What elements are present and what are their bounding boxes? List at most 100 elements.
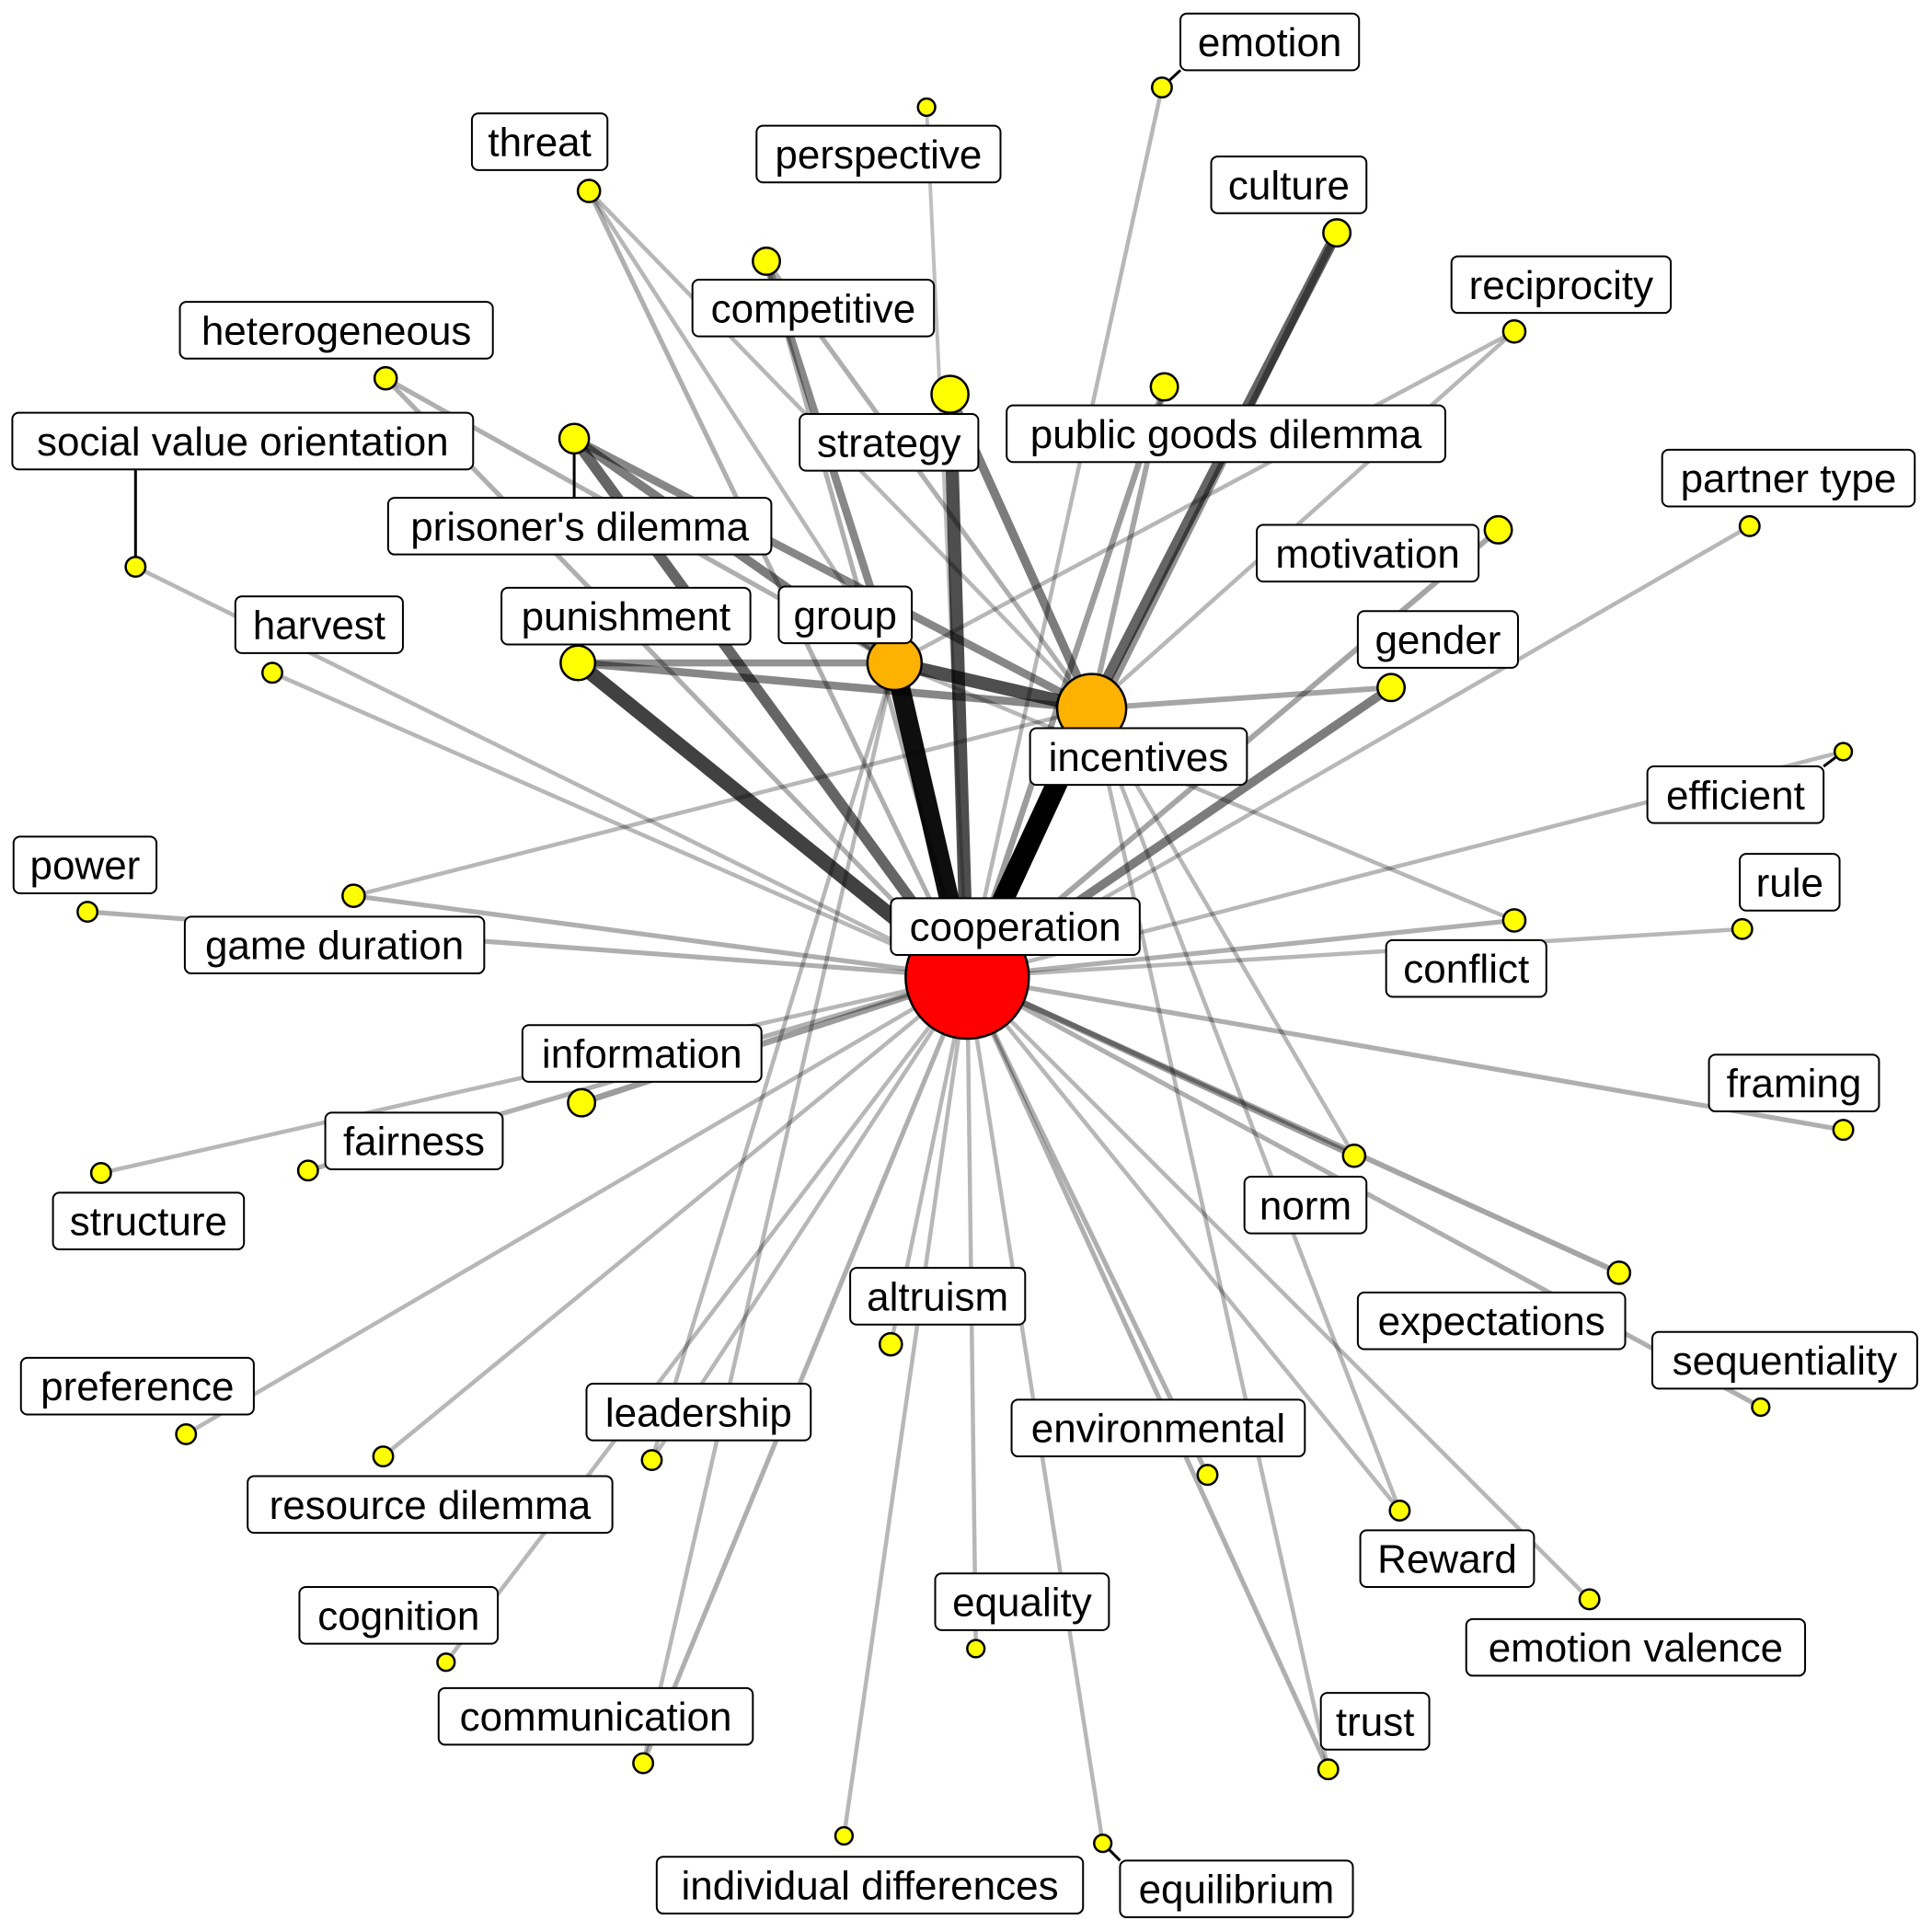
label-text: resource dilemma	[270, 1483, 592, 1528]
label-structure: structure	[52, 1191, 246, 1251]
label-expectations: expectations	[1356, 1291, 1627, 1351]
label-harvest: harvest	[234, 595, 404, 654]
node-partner_type	[1738, 514, 1761, 537]
label-rule: rule	[1739, 853, 1841, 912]
label-text: group	[793, 593, 897, 638]
label-text: structure	[70, 1200, 227, 1245]
label-threat: threat	[470, 112, 609, 171]
label-text: information	[542, 1032, 742, 1077]
label-communication: communication	[437, 1686, 754, 1746]
label-layer: cooperation incentives group punishment stra…	[11, 12, 1918, 1918]
label-equality: equality	[934, 1572, 1110, 1631]
edge-cooperation-emotion	[965, 86, 1165, 978]
label-box	[1010, 1398, 1306, 1458]
label-text: strategy	[817, 420, 961, 466]
edge-cooperation-leadership	[650, 975, 970, 1462]
label-text: heterogeneous	[201, 308, 472, 353]
node-information	[567, 1087, 597, 1118]
label-reciprocity: reciprocity	[1450, 255, 1673, 315]
label-text: trust	[1336, 1699, 1415, 1744]
node-equilibrium	[1093, 1833, 1113, 1854]
label-box	[1708, 1053, 1880, 1113]
edge-threat-group	[587, 190, 897, 664]
label-box	[1450, 255, 1673, 315]
node-altruism	[879, 1331, 903, 1357]
label-preference: preference	[19, 1356, 255, 1416]
edge-cooperation-preference	[185, 975, 969, 1436]
label-public_goods_dilemma: public goods dilemma	[1006, 404, 1446, 464]
label-efficient: efficient	[1646, 765, 1825, 824]
edge-group-reciprocity	[893, 329, 1516, 665]
label-competitive: competitive	[691, 279, 936, 338]
edge-cooperation-resource_dilemma	[382, 975, 969, 1458]
label-gender: gender	[1356, 610, 1519, 669]
label-equilibrium: equilibrium	[1119, 1859, 1354, 1918]
node-punishment	[559, 644, 597, 682]
label-box	[1356, 1291, 1627, 1351]
node-efficient	[1833, 742, 1854, 762]
label-text: norm	[1259, 1183, 1351, 1228]
label-text: power	[29, 844, 140, 889]
label-box	[521, 1024, 763, 1083]
label-text: perspective	[775, 132, 982, 178]
edge-cooperation-public_goods_dilemma	[964, 385, 1167, 979]
node-reward	[1388, 1500, 1411, 1522]
node-norm	[1341, 1143, 1367, 1168]
label-text: communication	[460, 1695, 732, 1740]
label-text: emotion valence	[1489, 1626, 1783, 1671]
edge-cooperation-conflict	[967, 917, 1515, 980]
edge-cooperation-norm	[965, 973, 1356, 1159]
label-text: threat	[488, 121, 592, 166]
label-conflict: conflict	[1385, 938, 1547, 998]
label-box	[178, 301, 494, 360]
label-social_value_orientation: social value orientation	[11, 411, 475, 471]
label-environmental: environmental	[1010, 1398, 1306, 1458]
label-box	[1385, 938, 1547, 998]
edge-cooperation-environmental	[965, 975, 1210, 1477]
edge-incentives-culture	[1087, 230, 1342, 711]
label-norm: norm	[1243, 1176, 1368, 1235]
edge-cooperation-individual_differences	[842, 976, 970, 1836]
node-structure	[89, 1162, 112, 1184]
edge-cooperation-communication	[640, 976, 970, 1765]
label-box	[691, 279, 936, 338]
label-individual_differences: individual differences	[655, 1856, 1085, 1915]
node-power	[76, 901, 99, 924]
label-text: framing	[1727, 1062, 1862, 1107]
node-environmental	[1196, 1464, 1219, 1487]
node-strategy	[930, 374, 970, 414]
label-text: partner type	[1681, 456, 1897, 501]
edge-incentives-reciprocity	[1090, 329, 1516, 710]
edge-cooperation-reward	[965, 975, 1402, 1512]
label-culture: culture	[1210, 155, 1368, 214]
node-harvest	[261, 661, 283, 684]
edge-cooperation-emotion_valence	[965, 975, 1592, 1601]
label-cognition: cognition	[298, 1586, 500, 1645]
node-emotion	[1150, 76, 1173, 99]
node-leadership	[640, 1449, 663, 1472]
label-box	[183, 915, 486, 975]
label-text: fairness	[343, 1120, 485, 1165]
label-text: emotion	[1198, 20, 1342, 65]
node-trust	[1317, 1758, 1340, 1781]
label-prisoners_dilemma: prisoner's dilemma	[386, 497, 773, 556]
label-text: gender	[1374, 618, 1501, 663]
label-box	[777, 585, 914, 645]
label-text: incentives	[1049, 735, 1229, 780]
node-public_goods_dilemma	[1149, 372, 1179, 402]
label-text: game duration	[205, 924, 464, 969]
label-text: public goods dilemma	[1030, 412, 1422, 457]
label-fairness: fairness	[324, 1111, 504, 1170]
label-box	[234, 595, 404, 654]
label-emotion: emotion	[1179, 12, 1361, 72]
node-layer	[76, 76, 1855, 1854]
label-text: conflict	[1403, 947, 1529, 992]
edge-cooperation-strategy	[943, 394, 974, 978]
label-text: leadership	[605, 1390, 792, 1435]
label-box	[1661, 448, 1916, 508]
edge-cooperation-trust	[964, 975, 1331, 1771]
label-text: equilibrium	[1139, 1868, 1335, 1913]
label-box	[324, 1111, 504, 1170]
node-cognition	[436, 1652, 456, 1673]
label-text: rule	[1756, 860, 1823, 905]
